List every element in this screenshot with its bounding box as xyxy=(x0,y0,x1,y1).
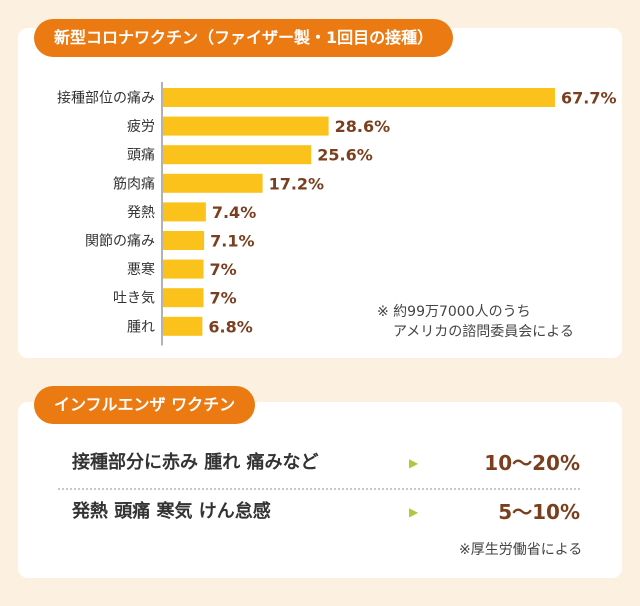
category-label: 悪寒 xyxy=(127,261,155,278)
covid-vaccine-title: 新型コロナワクチン（ファイザー製・1回目の接種） xyxy=(34,19,454,57)
value-label: 17.2% xyxy=(269,174,325,193)
covid-note-line2: アメリカの諮問委員会による xyxy=(393,324,574,340)
bar xyxy=(163,288,204,308)
bar xyxy=(163,202,206,222)
bar xyxy=(163,259,204,279)
category-label: 筋肉痛 xyxy=(113,175,155,192)
value-label: 28.6% xyxy=(335,117,391,136)
category-label: 関節の痛み xyxy=(85,233,155,250)
category-label: 頭痛 xyxy=(127,147,155,164)
flu-panel xyxy=(18,402,622,578)
bar xyxy=(163,231,205,250)
category-label: 発熱 xyxy=(127,205,155,221)
triangle-right-icon: ▶ xyxy=(409,505,419,519)
value-label: 7% xyxy=(210,289,237,308)
bar xyxy=(163,145,312,165)
flu-row-label: 接種部分に赤み 腫れ 痛みなど xyxy=(72,452,319,473)
triangle-right-icon: ▶ xyxy=(409,456,419,470)
bar xyxy=(163,316,203,336)
covid-note-line1: ※ 約99万7000人のうち xyxy=(377,304,531,320)
flu-vaccine-title: インフルエンザ ワクチン xyxy=(34,386,256,424)
covid-panel xyxy=(18,28,622,358)
value-label: 7.1% xyxy=(210,232,254,251)
flu-row-systemic-reaction: 発熱 頭痛 寒気 けん怠感 ▶ 5〜10% xyxy=(72,496,580,528)
bar xyxy=(163,88,555,107)
category-label: 疲労 xyxy=(127,118,155,135)
value-label: 25.6% xyxy=(317,146,373,165)
flu-divider xyxy=(58,488,580,490)
flu-row-local-reaction: 接種部分に赤み 腫れ 痛みなど ▶ 10〜20% xyxy=(72,447,580,479)
flu-row-value: 5〜10% xyxy=(498,500,580,524)
category-label: 接種部位の痛み xyxy=(57,90,155,107)
bar xyxy=(163,116,329,136)
flu-row-value: 10〜20% xyxy=(484,451,580,475)
flu-row-label: 発熱 頭痛 寒気 けん怠感 xyxy=(72,501,271,522)
value-label: 6.8% xyxy=(208,317,252,336)
value-label: 67.7% xyxy=(561,89,617,108)
bar xyxy=(163,173,263,193)
value-label: 7.4% xyxy=(212,203,256,222)
category-label: 腫れ xyxy=(127,319,155,335)
value-label: 7% xyxy=(210,260,237,279)
category-label: 吐き気 xyxy=(113,291,155,307)
flu-note: ※厚生労働省による xyxy=(459,542,583,558)
